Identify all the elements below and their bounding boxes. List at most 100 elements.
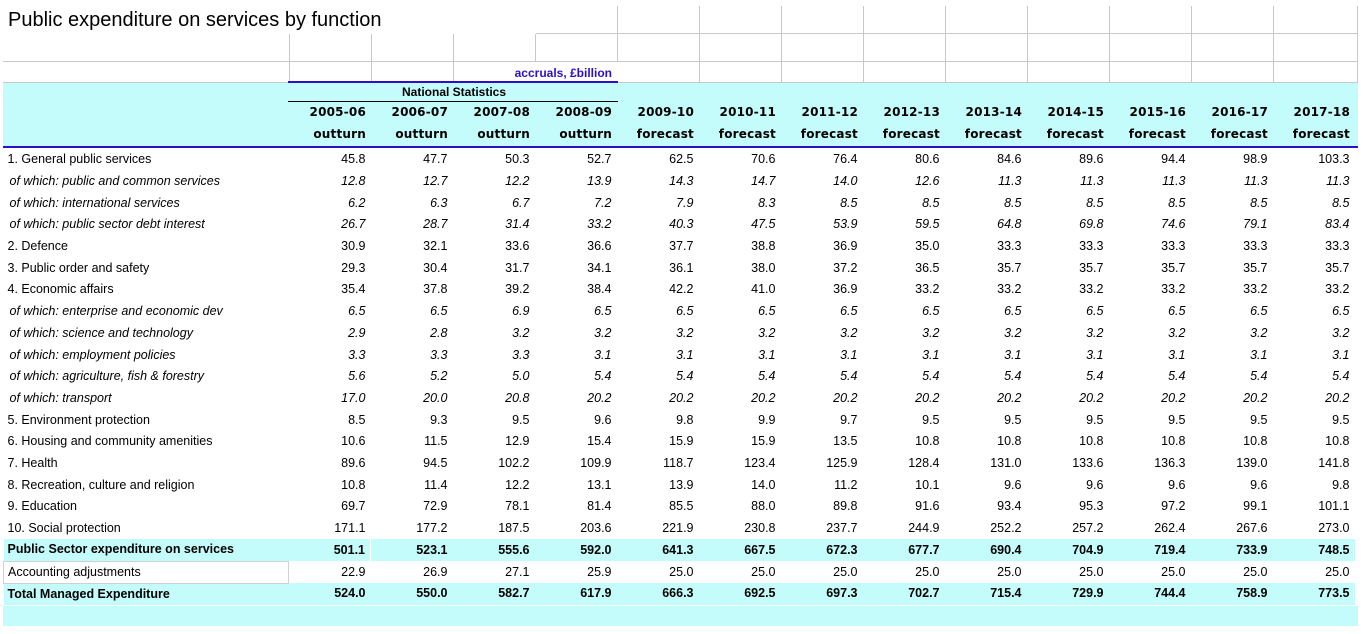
grid-cell bbox=[864, 34, 946, 62]
value-cell: 744.4 bbox=[1108, 583, 1191, 605]
value-cell: 11.3 bbox=[1080, 174, 1104, 189]
grid-cell bbox=[536, 34, 618, 62]
value-cell: 33.3 bbox=[1243, 239, 1268, 254]
value-cell: 3.1 bbox=[840, 347, 858, 362]
value-cell: 25.0 bbox=[1079, 564, 1104, 579]
value-cell: 79.1 bbox=[1243, 217, 1268, 232]
column-kind: forecast bbox=[800, 127, 858, 141]
row-label: Total Managed Expenditure bbox=[3, 583, 289, 605]
value-cell: 33.2 bbox=[915, 282, 940, 297]
row-label: of which: transport bbox=[9, 390, 112, 405]
value-cell: 9.7 bbox=[840, 412, 858, 427]
value-cell: 7.2 bbox=[594, 195, 612, 210]
column-year: 2015-16 bbox=[1129, 105, 1186, 119]
row-label: 3. Public order and safety bbox=[7, 260, 150, 275]
value-cell: 666.3 bbox=[616, 583, 699, 605]
table-row: 6. Housing and community amenities 10.6 11… bbox=[4, 431, 1355, 453]
table-row: 9. Education 69.7 72.9 78.1 81.4 85.5 88.0 89.8… bbox=[4, 496, 1355, 518]
value-cell: 9.6 bbox=[1168, 477, 1186, 492]
value-cell: 27.1 bbox=[505, 564, 530, 579]
column-year: 2007-08 bbox=[473, 105, 530, 119]
value-cell: 9.5 bbox=[922, 412, 940, 427]
value-cell: 13.9 bbox=[587, 174, 612, 189]
value-cell: 12.9 bbox=[505, 434, 530, 449]
column-year: 2017-18 bbox=[1293, 105, 1350, 119]
value-cell: 36.9 bbox=[833, 239, 858, 254]
value-cell: 25.0 bbox=[1161, 564, 1186, 579]
value-cell: 118.7 bbox=[663, 455, 694, 470]
value-cell: 59.5 bbox=[915, 217, 940, 232]
value-cell: 35.0 bbox=[915, 239, 940, 254]
row-label: 7. Health bbox=[7, 455, 58, 470]
row-label: of which: enterprise and economic dev bbox=[9, 304, 223, 319]
value-cell: 20.2 bbox=[915, 390, 940, 405]
value-cell: 10.8 bbox=[915, 434, 940, 449]
value-cell: 719.4 bbox=[1108, 539, 1191, 562]
value-cell: 35.7 bbox=[1325, 260, 1350, 275]
value-cell: 95.3 bbox=[1079, 499, 1104, 514]
value-cell: 10.8 bbox=[997, 434, 1022, 449]
value-cell: 62.5 bbox=[669, 152, 694, 167]
value-cell: 26.7 bbox=[341, 217, 366, 232]
value-cell: 11.3 bbox=[1326, 174, 1350, 189]
table-row: of which: public sector debt interest 26.… bbox=[4, 214, 1355, 236]
value-cell: 3.2 bbox=[594, 325, 612, 340]
grid-cell bbox=[1192, 34, 1274, 62]
value-cell: 6.5 bbox=[758, 304, 776, 319]
value-cell: 89.6 bbox=[1079, 152, 1104, 167]
table-row: of which: public and common services 12.8… bbox=[4, 171, 1355, 193]
value-cell: 3.2 bbox=[676, 325, 694, 340]
table-row: of which: science and technology 2.9 2.8 3.… bbox=[4, 323, 1355, 345]
value-cell: 31.7 bbox=[505, 260, 530, 275]
value-cell: 748.5 bbox=[1272, 539, 1355, 562]
value-cell: 11.4 bbox=[424, 477, 448, 492]
value-cell: 221.9 bbox=[662, 521, 694, 536]
value-cell: 9.6 bbox=[1004, 477, 1022, 492]
value-cell: 758.9 bbox=[1190, 583, 1273, 605]
value-cell: 5.6 bbox=[348, 369, 366, 384]
value-cell: 3.3 bbox=[512, 347, 530, 362]
value-cell: 10.8 bbox=[1243, 434, 1268, 449]
value-cell: 10.8 bbox=[341, 477, 366, 492]
value-cell: 9.5 bbox=[1250, 412, 1268, 427]
value-cell: 32.1 bbox=[423, 239, 448, 254]
value-cell: 690.4 bbox=[944, 539, 1027, 562]
value-cell: 9.5 bbox=[1168, 412, 1186, 427]
column-kind: forecast bbox=[964, 127, 1022, 141]
value-cell: 5.0 bbox=[512, 369, 530, 384]
grid-cell bbox=[1192, 62, 1274, 83]
value-cell: 692.5 bbox=[698, 583, 781, 605]
grid-cell bbox=[700, 6, 782, 34]
value-cell: 3.2 bbox=[922, 325, 940, 340]
value-cell: 50.3 bbox=[505, 152, 530, 167]
value-cell: 3.1 bbox=[1250, 347, 1268, 362]
value-cell: 3.2 bbox=[1168, 325, 1186, 340]
value-cell: 101.1 bbox=[1318, 499, 1350, 514]
row-label: 9. Education bbox=[7, 499, 78, 514]
table-row: 10. Social protection 171.1 177.2 187.5 203.… bbox=[4, 518, 1355, 540]
value-cell: 102.2 bbox=[498, 455, 530, 470]
value-cell: 89.6 bbox=[341, 455, 366, 470]
value-cell: 8.5 bbox=[348, 412, 366, 427]
grid-cell bbox=[946, 62, 1028, 83]
value-cell: 6.5 bbox=[1168, 304, 1186, 319]
value-cell: 6.5 bbox=[840, 304, 858, 319]
value-cell: 12.6 bbox=[915, 174, 940, 189]
column-kind: forecast bbox=[1128, 127, 1186, 141]
value-cell: 702.7 bbox=[862, 583, 945, 605]
value-cell: 257.2 bbox=[1072, 521, 1104, 536]
value-cell: 8.3 bbox=[758, 195, 776, 210]
value-cell: 3.2 bbox=[1004, 325, 1022, 340]
value-cell: 45.8 bbox=[341, 152, 366, 167]
grid-cell bbox=[290, 62, 372, 83]
value-cell: 20.2 bbox=[587, 390, 612, 405]
value-cell: 9.3 bbox=[430, 412, 448, 427]
value-cell: 28.7 bbox=[423, 217, 448, 232]
value-cell: 6.5 bbox=[1004, 304, 1022, 319]
value-cell: 11.3 bbox=[998, 174, 1022, 189]
value-cell: 6.5 bbox=[922, 304, 940, 319]
value-cell: 237.7 bbox=[826, 521, 858, 536]
value-cell: 69.8 bbox=[1079, 217, 1104, 232]
table-row: of which: employment policies 3.3 3.3 3.3 3.… bbox=[4, 344, 1355, 366]
value-cell: 33.2 bbox=[997, 282, 1022, 297]
